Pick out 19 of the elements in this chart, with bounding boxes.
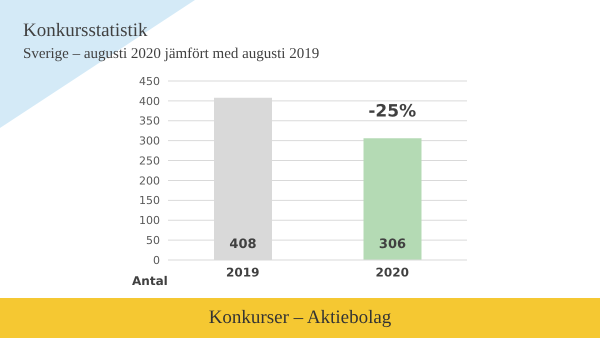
text: Konkurser – Aktiebolag bbox=[0, 298, 600, 338]
y-tick-label: 150 bbox=[139, 194, 160, 208]
y-tick-label: 250 bbox=[139, 154, 160, 168]
y-tick-label: 200 bbox=[139, 174, 160, 188]
annotation: -25% bbox=[368, 101, 416, 122]
x-tick-label: 2019 bbox=[226, 266, 260, 280]
y-tick-label: 100 bbox=[139, 214, 160, 228]
data-label: 306 bbox=[378, 237, 406, 252]
chart-subtitle: Sverige – augusti 2020 jämfört med augusti 2019 bbox=[23, 46, 320, 63]
y-tick-label: 50 bbox=[146, 234, 160, 248]
data-label: 408 bbox=[229, 237, 257, 252]
y-tick-label: 400 bbox=[139, 94, 160, 108]
y-tick-label: 0 bbox=[153, 254, 160, 267]
y-tick-label: 300 bbox=[139, 134, 160, 148]
chart-title: Konkursstatistik bbox=[23, 20, 148, 42]
y-axis-title: Antal bbox=[132, 274, 168, 288]
y-tick-label: 450 bbox=[139, 74, 160, 88]
y-tick-label: 350 bbox=[139, 114, 160, 128]
x-tick-label: 2020 bbox=[376, 266, 409, 280]
